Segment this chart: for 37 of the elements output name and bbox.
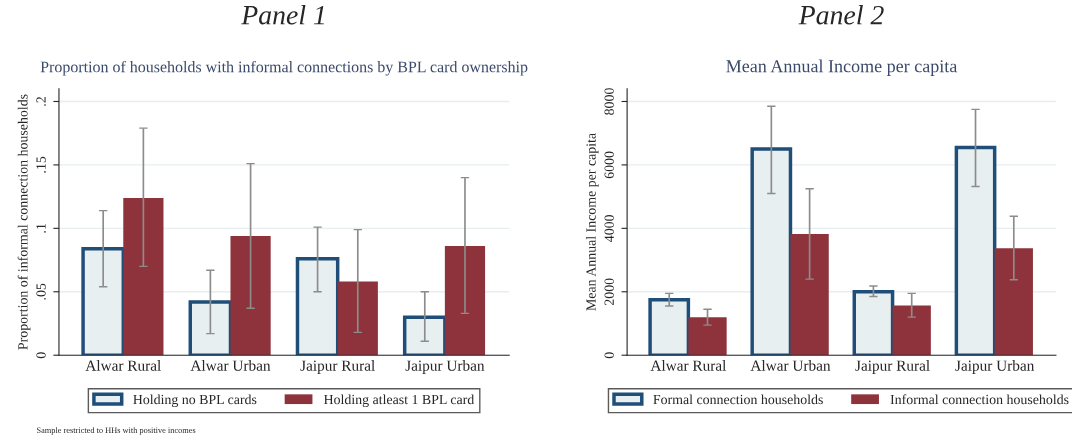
legend-label: Informal connection households <box>890 394 1069 405</box>
bar <box>123 197 164 356</box>
x-tick-label: Jaipur Rural <box>300 360 375 374</box>
legend-label: Holding atleast 1 BPL card <box>323 394 475 408</box>
bar <box>688 317 727 356</box>
x-tick-label: Jaipur Urban <box>405 360 485 374</box>
bar <box>337 281 378 356</box>
chart-title: Proportion of households with informal connections by BPL card ownership <box>40 60 528 76</box>
text: Panel 1 <box>241 5 324 25</box>
bar <box>444 246 486 356</box>
y-tick-label: .2 <box>36 97 46 106</box>
legend-label: Formal connection households <box>653 394 823 405</box>
y-tick-label: 6000 <box>604 151 614 179</box>
chart-title: Mean Annual Income per capita <box>726 59 958 76</box>
bar <box>892 305 931 356</box>
y-tick-label: 0 <box>36 352 46 359</box>
x-tick-label: Jaipur Urban <box>955 360 1035 374</box>
y-tick-label: 4000 <box>604 214 614 242</box>
y-tick-label: 0 <box>604 352 614 359</box>
y-axis-title: Mean Annual Income per capita <box>585 133 599 311</box>
x-tick-label: Jaipur Rural <box>855 360 930 374</box>
y-tick-label: .05 <box>36 283 46 300</box>
bar <box>994 248 1033 356</box>
y-tick-label: .1 <box>36 223 46 233</box>
x-tick-label: Alwar Rural <box>85 360 161 371</box>
y-axis-title: Proportion of informal connection households <box>17 94 31 350</box>
x-tick-label: Alwar Rural <box>650 360 727 371</box>
y-tick-label: 8000 <box>604 88 614 115</box>
x-tick-label: Alwar Urban <box>750 360 831 371</box>
y-tick-label: .15 <box>36 156 46 173</box>
y-tick-label: 2000 <box>604 278 614 306</box>
bar <box>230 235 271 356</box>
x-tick-label: Alwar Urban <box>190 360 271 371</box>
text: Sample restricted to HHs with positive incomes <box>37 427 196 435</box>
bar <box>790 234 829 356</box>
text: Panel 2 <box>798 5 884 25</box>
legend-label: Holding no BPL cards <box>133 394 257 408</box>
